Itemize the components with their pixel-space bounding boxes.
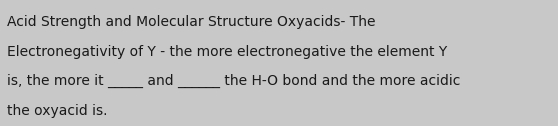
Text: the oxyacid is.: the oxyacid is. (7, 104, 108, 118)
Text: Electronegativity of Y - the more electronegative the element Y: Electronegativity of Y - the more electr… (7, 45, 448, 59)
Text: Acid Strength and Molecular Structure Oxyacids- The: Acid Strength and Molecular Structure Ox… (7, 15, 376, 29)
Text: is, the more it _____ and ______ the H-O bond and the more acidic: is, the more it _____ and ______ the H-O… (7, 74, 461, 88)
